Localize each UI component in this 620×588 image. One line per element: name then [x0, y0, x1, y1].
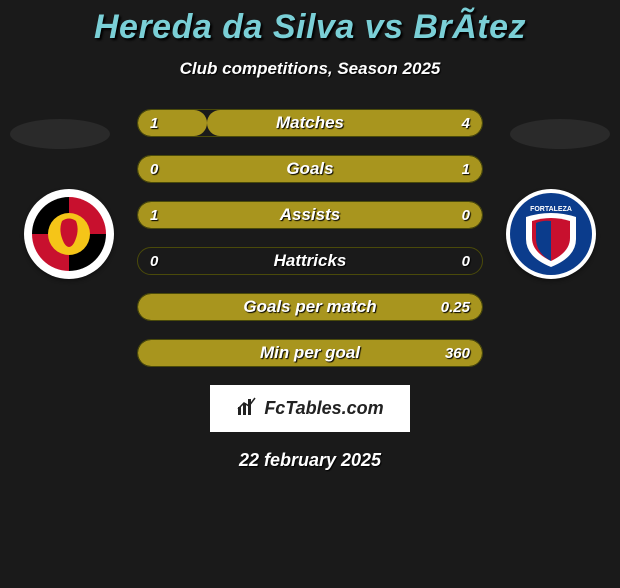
- brand-logo-icon: [236, 395, 258, 422]
- team-crest-left: [24, 189, 114, 279]
- stat-row: Goals per match0.25: [137, 293, 483, 321]
- stat-value-left: 1: [150, 202, 158, 228]
- stat-row: Goals0 1: [137, 155, 483, 183]
- page-title: Hereda da Silva vs BrÃ­tez: [0, 8, 620, 47]
- stat-label: Goals: [138, 156, 482, 182]
- brand-text: FcTables.com: [264, 398, 383, 419]
- stat-value-left: 0: [150, 156, 158, 182]
- team-crest-right: FORTALEZA: [506, 189, 596, 279]
- stat-row: Matches1 4: [137, 109, 483, 137]
- date-text: 22 february 2025: [0, 450, 620, 471]
- stat-value-right: 0: [462, 248, 470, 274]
- svg-text:FORTALEZA: FORTALEZA: [530, 206, 572, 213]
- stat-value-right: 4: [462, 110, 470, 136]
- stat-label: Matches: [138, 110, 482, 136]
- stat-value-left: 1: [150, 110, 158, 136]
- stat-value-right: 0.25: [441, 294, 470, 320]
- stat-value-left: 0: [150, 248, 158, 274]
- stat-row: Min per goal360: [137, 339, 483, 367]
- stat-row: Assists1 0: [137, 201, 483, 229]
- stat-value-right: 1: [462, 156, 470, 182]
- stat-label: Hattricks: [138, 248, 482, 274]
- stat-label: Min per goal: [138, 340, 482, 366]
- shadow-ellipse-left: [10, 119, 110, 149]
- stat-row: Hattricks0 0: [137, 247, 483, 275]
- crest-left-icon: [26, 191, 112, 277]
- stat-label: Goals per match: [138, 294, 482, 320]
- brand-box[interactable]: FcTables.com: [210, 385, 410, 432]
- stat-value-right: 360: [445, 340, 470, 366]
- stat-bars: Matches14Goals01Assists10Hattricks00Goal…: [137, 109, 483, 367]
- stat-label: Assists: [138, 202, 482, 228]
- stat-value-right: 0: [462, 202, 470, 228]
- comparison-content: FORTALEZA Matches14Goals01Assists10Hattr…: [0, 109, 620, 367]
- shadow-ellipse-right: [510, 119, 610, 149]
- crest-right-icon: FORTALEZA: [508, 191, 594, 277]
- subtitle: Club competitions, Season 2025: [0, 59, 620, 79]
